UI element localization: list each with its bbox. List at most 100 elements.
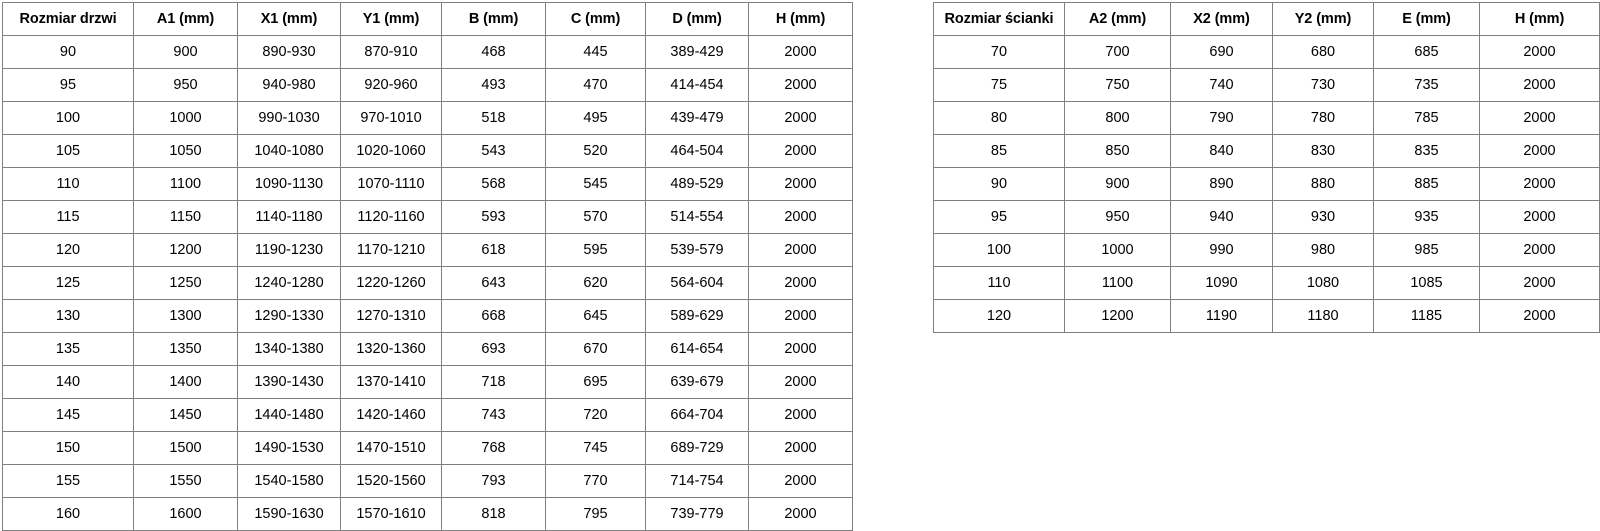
door-table-cell: 1320-1360 bbox=[340, 332, 442, 366]
door-table-cell: 125 bbox=[2, 266, 134, 300]
door-table-cell: 2000 bbox=[748, 200, 853, 234]
wall-table-cell: 880 bbox=[1272, 167, 1374, 201]
door-table-cell: 1040-1080 bbox=[237, 134, 341, 168]
door-table-cell: 693 bbox=[441, 332, 546, 366]
door-table-cell: 2000 bbox=[748, 266, 853, 300]
wall-table-row: 80 800 790 780 785 2000 bbox=[933, 101, 1600, 135]
door-table-cell: 970-1010 bbox=[340, 101, 442, 135]
door-table-cell: 1340-1380 bbox=[237, 332, 341, 366]
wall-table-cell: 680 bbox=[1272, 35, 1374, 69]
door-table-cell: 743 bbox=[441, 398, 546, 432]
door-table-cell: 1140-1180 bbox=[237, 200, 341, 234]
door-table-cell: 115 bbox=[2, 200, 134, 234]
door-table-cell: 745 bbox=[545, 431, 646, 465]
door-table-cell: 570 bbox=[545, 200, 646, 234]
door-table-cell: 1070-1110 bbox=[340, 167, 442, 201]
door-table-row: 100 1000 990-1030 970-1010 518 495 439-479 2000 bbox=[2, 101, 853, 135]
door-table-row: 120 1200 1190-1230 1170-1210 618 595 539-579 20… bbox=[2, 233, 853, 267]
door-table-cell: 90 bbox=[2, 35, 134, 69]
door-column-header: B (mm) bbox=[441, 2, 546, 36]
door-table-cell: 1370-1410 bbox=[340, 365, 442, 399]
door-table-cell: 1100 bbox=[133, 167, 238, 201]
door-column-header: D (mm) bbox=[645, 2, 749, 36]
door-table-header-row: Rozmiar drzwi A1 (mm) X1 (mm) Y1 (mm) B (mm)… bbox=[2, 2, 853, 36]
door-table-row: 160 1600 1590-1630 1570-1610 818 795 739-779 20… bbox=[2, 497, 853, 531]
door-table-cell: 1270-1310 bbox=[340, 299, 442, 333]
door-column-header: A1 (mm) bbox=[133, 2, 238, 36]
door-table-cell: 2000 bbox=[748, 464, 853, 498]
door-table-cell: 445 bbox=[545, 35, 646, 69]
wall-table-cell: 830 bbox=[1272, 134, 1374, 168]
wall-table-cell: 740 bbox=[1170, 68, 1273, 102]
wall-table-header: Rozmiar ścianki A2 (mm) X2 (mm) Y2 (mm) E (m… bbox=[933, 2, 1600, 36]
door-table-cell: 793 bbox=[441, 464, 546, 498]
wall-column-header: H (mm) bbox=[1479, 2, 1600, 36]
door-table-row: 115 1150 1140-1180 1120-1160 593 570 514-554 20… bbox=[2, 200, 853, 234]
door-table-header: Rozmiar drzwi A1 (mm) X1 (mm) Y1 (mm) B (mm)… bbox=[2, 2, 853, 36]
door-table-cell: 1550 bbox=[133, 464, 238, 498]
wall-table-cell: 110 bbox=[933, 266, 1065, 300]
door-table-cell: 1400 bbox=[133, 365, 238, 399]
wall-table-cell: 950 bbox=[1064, 200, 1171, 234]
door-table-cell: 639-679 bbox=[645, 365, 749, 399]
door-table-cell: 593 bbox=[441, 200, 546, 234]
door-table-cell: 1150 bbox=[133, 200, 238, 234]
door-table-cell: 689-729 bbox=[645, 431, 749, 465]
wall-table-cell: 2000 bbox=[1479, 35, 1600, 69]
door-table-row: 105 1050 1040-1080 1020-1060 543 520 464-504 20… bbox=[2, 134, 853, 168]
door-table-cell: 695 bbox=[545, 365, 646, 399]
wall-table-cell: 2000 bbox=[1479, 167, 1600, 201]
wall-table-cell: 1085 bbox=[1373, 266, 1480, 300]
door-table-cell: 105 bbox=[2, 134, 134, 168]
door-table-cell: 1520-1560 bbox=[340, 464, 442, 498]
wall-column-header: X2 (mm) bbox=[1170, 2, 1273, 36]
door-table-cell: 739-779 bbox=[645, 497, 749, 531]
wall-table-cell: 840 bbox=[1170, 134, 1273, 168]
wall-table-cell: 85 bbox=[933, 134, 1065, 168]
door-table-row: 145 1450 1440-1480 1420-1460 743 720 664-704 20… bbox=[2, 398, 853, 432]
door-table-cell: 2000 bbox=[748, 431, 853, 465]
door-table-cell: 2000 bbox=[748, 68, 853, 102]
wall-table-cell: 1090 bbox=[1170, 266, 1273, 300]
door-column-header: H (mm) bbox=[748, 2, 853, 36]
wall-table-cell: 1190 bbox=[1170, 299, 1273, 333]
door-table-cell: 568 bbox=[441, 167, 546, 201]
door-table-cell: 95 bbox=[2, 68, 134, 102]
door-table-cell: 1500 bbox=[133, 431, 238, 465]
door-table-row: 90 900 890-930 870-910 468 445 389-429 2000 bbox=[2, 35, 853, 69]
door-table-cell: 1290-1330 bbox=[237, 299, 341, 333]
door-table-cell: 1390-1430 bbox=[237, 365, 341, 399]
wall-table-row: 90 900 890 880 885 2000 bbox=[933, 167, 1600, 201]
door-table-cell: 1170-1210 bbox=[340, 233, 442, 267]
wall-table-row: 120 1200 1190 1180 1185 2000 bbox=[933, 299, 1600, 333]
wall-table-cell: 2000 bbox=[1479, 101, 1600, 135]
door-table-cell: 1020-1060 bbox=[340, 134, 442, 168]
door-table-cell: 890-930 bbox=[237, 35, 341, 69]
door-table-cell: 160 bbox=[2, 497, 134, 531]
wall-table-row: 75 750 740 730 735 2000 bbox=[933, 68, 1600, 102]
door-table-cell: 155 bbox=[2, 464, 134, 498]
door-table-cell: 1000 bbox=[133, 101, 238, 135]
door-table-cell: 2000 bbox=[748, 365, 853, 399]
wall-table-cell: 935 bbox=[1373, 200, 1480, 234]
wall-table-cell: 850 bbox=[1064, 134, 1171, 168]
door-table-row: 110 1100 1090-1130 1070-1110 568 545 489-529 20… bbox=[2, 167, 853, 201]
wall-table-cell: 885 bbox=[1373, 167, 1480, 201]
door-table-cell: 1190-1230 bbox=[237, 233, 341, 267]
door-table-cell: 1490-1530 bbox=[237, 431, 341, 465]
wall-table-row: 85 850 840 830 835 2000 bbox=[933, 134, 1600, 168]
door-table-cell: 493 bbox=[441, 68, 546, 102]
wall-table-cell: 1100 bbox=[1064, 266, 1171, 300]
door-table-cell: 140 bbox=[2, 365, 134, 399]
door-table-cell: 468 bbox=[441, 35, 546, 69]
wall-column-header: Rozmiar ścianki bbox=[933, 2, 1065, 36]
door-table-cell: 714-754 bbox=[645, 464, 749, 498]
wall-table-cell: 780 bbox=[1272, 101, 1374, 135]
door-table-cell: 2000 bbox=[748, 35, 853, 69]
door-table-row: 95 950 940-980 920-960 493 470 414-454 2000 bbox=[2, 68, 853, 102]
wall-table-cell: 95 bbox=[933, 200, 1065, 234]
door-table-cell: 990-1030 bbox=[237, 101, 341, 135]
door-table-cell: 1250 bbox=[133, 266, 238, 300]
door-table-cell: 770 bbox=[545, 464, 646, 498]
door-table-cell: 670 bbox=[545, 332, 646, 366]
